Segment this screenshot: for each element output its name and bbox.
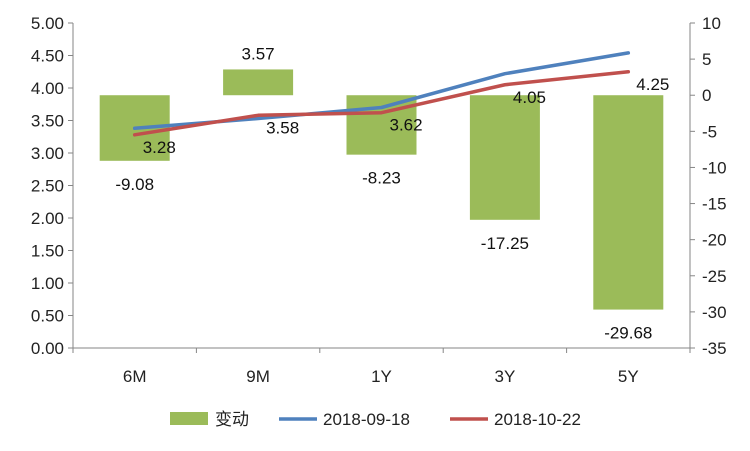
right-tick-label: -30 [702,303,727,322]
line-data-label: 4.25 [636,75,669,94]
legend-label: 变动 [215,410,249,429]
right-tick-label: -5 [702,122,717,141]
legend-swatch-bar [170,412,208,425]
left-tick-label: 1.00 [31,274,64,293]
x-tick-label: 5Y [618,367,639,386]
legend: 变动 2018-09-18 2018-10-22 [170,410,581,429]
right-tick-label: -20 [702,231,727,250]
line-data-label: 4.05 [513,88,546,107]
left-tick-label: 2.00 [31,209,64,228]
left-tick-label: 5.00 [31,14,64,33]
bar-3Y [469,95,540,220]
bar-1Y [346,95,417,155]
bar-data-label: -8.23 [362,169,401,188]
left-tick-label: 2.50 [31,177,64,196]
line-2018-10-22 [132,70,631,137]
x-tick-label: 3Y [495,367,516,386]
x-tick-label: 1Y [371,367,392,386]
x-tick-label: 9M [246,367,270,386]
line-series [132,51,631,137]
right-tick-label: 0 [702,86,711,105]
legend-label: 2018-09-18 [323,410,410,429]
right-tick-label: 10 [702,14,721,33]
bar-series [99,69,664,310]
line-data-label: 3.28 [143,138,176,157]
x-tick-label: 6M [123,367,147,386]
bar-data-label: -29.68 [604,324,652,343]
right-tick-label: -10 [702,158,727,177]
left-tick-label: 3.50 [31,112,64,131]
bar-data-label: 3.57 [242,44,275,63]
left-tick-label: 3.00 [31,144,64,163]
left-tick-label: 0.50 [31,307,64,326]
bar-5Y [593,95,664,310]
bar-data-label: -9.08 [115,175,154,194]
axes: 0.00 0.50 1.00 1.50 2.00 2.50 3.00 3.50 4.00 4.50… [31,14,727,386]
data-labels: -9.08 3.57 -8.23 -17.25 -29.68 3.28 3.58 3.62 4.… [115,44,669,342]
right-tick-label: -25 [702,267,727,286]
left-tick-label: 1.50 [31,242,64,261]
left-tick-label: 0.00 [31,339,64,358]
right-tick-label: -35 [702,339,727,358]
bar-data-label: -17.25 [481,234,529,253]
line-data-label: 3.58 [266,118,299,137]
bar-9M [223,69,294,96]
left-tick-label: 4.00 [31,79,64,98]
legend-label: 2018-10-22 [494,410,581,429]
line-data-label: 3.62 [390,116,423,135]
right-tick-label: 5 [702,50,711,69]
right-tick-label: -15 [702,195,727,214]
left-tick-label: 4.50 [31,47,64,66]
